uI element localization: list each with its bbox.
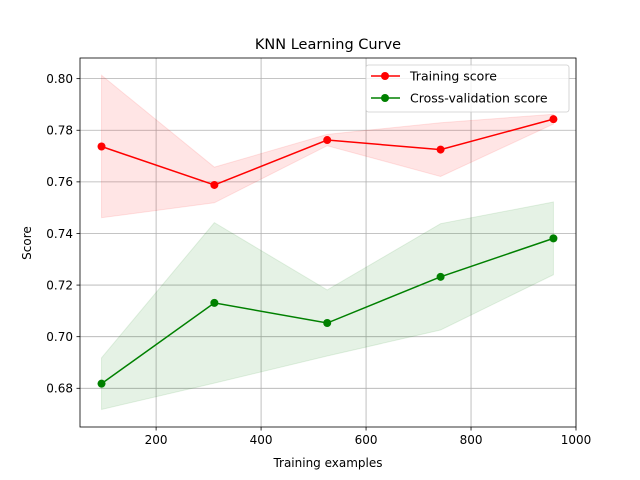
data-point xyxy=(436,145,445,154)
x-tick-label: 1000 xyxy=(561,433,592,447)
data-point xyxy=(549,234,558,243)
x-tick-label: 200 xyxy=(145,433,168,447)
data-point xyxy=(97,142,106,151)
x-tick-label: 800 xyxy=(460,433,483,447)
x-tick-label: 400 xyxy=(250,433,273,447)
data-point xyxy=(436,272,445,281)
chart-title: KNN Learning Curve xyxy=(255,37,401,53)
legend-entry-label: Training score xyxy=(409,69,497,84)
legend-box xyxy=(365,64,570,113)
data-point xyxy=(210,298,219,307)
y-tick-label: 0.72 xyxy=(46,278,73,292)
legend-entry-label: Cross-validation score xyxy=(410,91,548,106)
plot-frame xyxy=(79,57,577,428)
data-point xyxy=(210,180,219,189)
data-point xyxy=(323,319,332,328)
legend-marker xyxy=(381,72,389,80)
x-tick-label: 600 xyxy=(355,433,378,447)
y-tick-label: 0.80 xyxy=(46,72,73,86)
y-axis-label: Score xyxy=(20,226,34,260)
data-point xyxy=(323,136,332,145)
y-tick-label: 0.70 xyxy=(46,330,73,344)
plot-area: 200 400 600 800 1000 0.68 0.70 0.72 0.74 0.76 0.78… xyxy=(46,57,592,447)
legend-marker xyxy=(381,94,389,102)
data-point xyxy=(97,379,106,388)
x-axis-label: Training examples xyxy=(272,456,382,470)
y-tick-label: 0.76 xyxy=(46,175,73,189)
confidence-band xyxy=(101,201,554,411)
legend: Training score Cross-validation score xyxy=(365,64,570,113)
y-tick-label: 0.74 xyxy=(46,227,73,241)
y-tick-label: 0.68 xyxy=(46,382,73,396)
data-point xyxy=(549,115,558,124)
y-tick-label: 0.78 xyxy=(46,124,73,138)
